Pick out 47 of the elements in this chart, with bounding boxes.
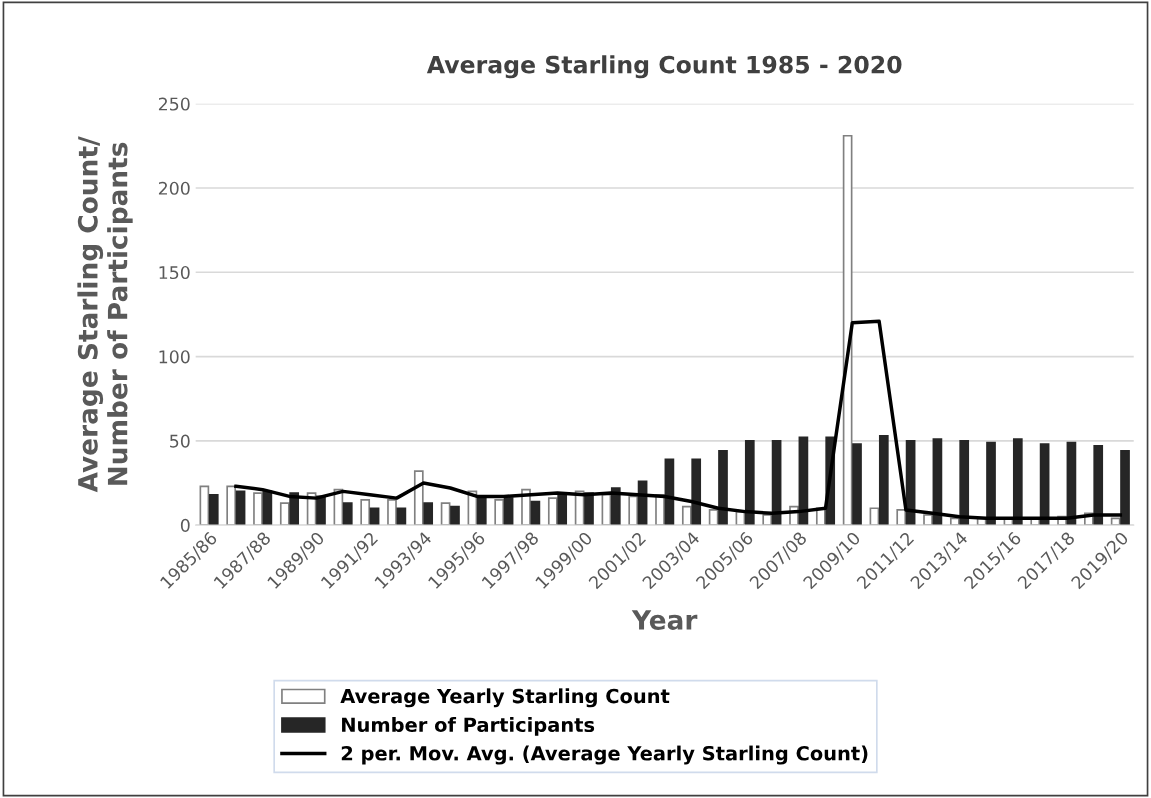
legend-label: 2 per. Mov. Avg. (Average Yearly Starling Count) <box>341 745 868 765</box>
y-tick-label: 50 <box>170 434 190 448</box>
bar <box>557 492 568 526</box>
line-series <box>234 319 1123 521</box>
bar <box>1120 450 1130 526</box>
bar <box>387 498 397 526</box>
y-tick-label: 250 <box>158 97 190 111</box>
bar <box>440 502 451 526</box>
bar <box>423 502 434 526</box>
bar <box>691 458 702 526</box>
chart-title: Average Starling Count 1985 - 2020 <box>426 55 902 79</box>
bar <box>1093 445 1104 526</box>
bar <box>547 497 558 526</box>
bar <box>628 495 639 526</box>
bar <box>1012 438 1023 526</box>
bar <box>279 502 290 526</box>
bar <box>342 502 353 526</box>
bar <box>199 485 210 526</box>
y-tick-label: 150 <box>159 265 190 280</box>
y-tick-label: 100 <box>159 350 190 364</box>
bar <box>718 450 728 526</box>
y-tick-label: 0 <box>180 518 190 532</box>
bar <box>852 443 862 526</box>
bar <box>878 434 889 526</box>
bar <box>610 487 621 526</box>
y-axis-title: Average Starling Count/ Number of Participants <box>77 136 133 493</box>
legend-label: Number of Participants <box>342 717 595 736</box>
bar <box>584 492 594 526</box>
bar <box>450 505 460 526</box>
legend-label: Average Yearly Starling Count <box>340 688 670 708</box>
y-tick-label: 200 <box>158 181 190 195</box>
bar <box>923 514 933 526</box>
bar <box>896 509 907 526</box>
bar <box>869 507 880 526</box>
bar <box>360 498 371 526</box>
bar <box>986 441 996 526</box>
bar <box>959 439 970 526</box>
bar <box>476 497 487 526</box>
x-axis-title: Year <box>631 610 698 630</box>
bar <box>208 493 219 526</box>
bar <box>396 507 407 526</box>
bar <box>226 485 237 526</box>
bar <box>413 470 424 526</box>
bar <box>494 498 505 526</box>
bar <box>369 507 380 526</box>
bar <box>253 492 263 526</box>
bar <box>744 439 755 526</box>
